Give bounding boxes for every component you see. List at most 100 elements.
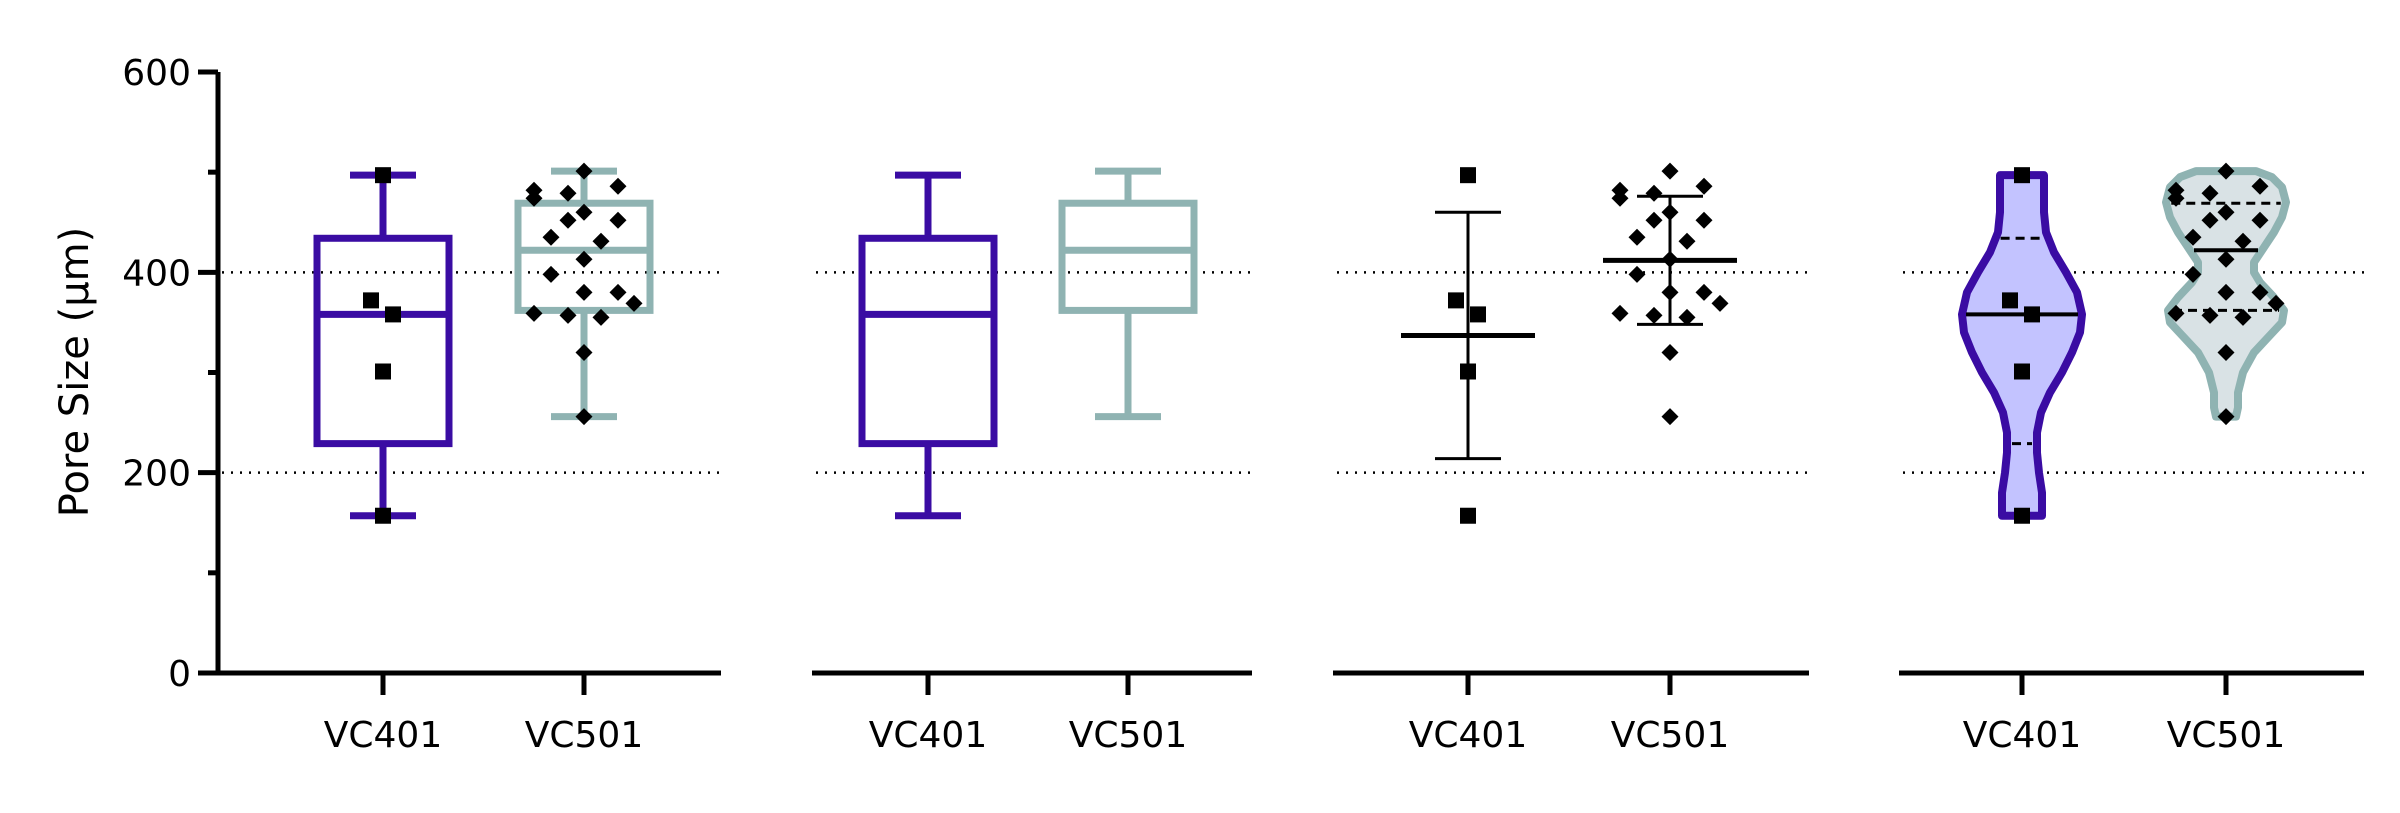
data-point-diamond: [2251, 211, 2269, 229]
data-point-diamond: [2167, 304, 2185, 322]
data-point-diamond: [1695, 211, 1713, 229]
data-point-diamond: [1628, 228, 1646, 246]
data-point-diamond: [2201, 184, 2219, 202]
box-vc501: [514, 167, 654, 421]
data-point-square: [1460, 507, 1476, 524]
data-point-diamond: [592, 232, 610, 250]
y-tick-label-200: 200: [122, 454, 191, 495]
x-tick-label-vc501: VC501: [1611, 715, 1729, 756]
iqr-box: [514, 199, 654, 314]
panel-3-axes: [1333, 670, 1809, 695]
data-point-diamond: [575, 343, 593, 361]
data-point-diamond: [2201, 306, 2219, 324]
data-point-square: [2014, 507, 2030, 524]
labels: Pore Size (µm) VC401 VC501 0 200 400 600 VC401…: [52, 53, 2285, 756]
data-point-diamond: [1661, 162, 1679, 180]
y-tick-label-0: 0: [168, 654, 191, 695]
panel-2-axes: [812, 670, 1252, 695]
data-point-diamond: [1678, 308, 1696, 326]
data-point-diamond: [1661, 408, 1679, 426]
data-point-square: [385, 306, 401, 323]
panel-3-gridlines: [1337, 271, 1809, 474]
iqr-box: [858, 234, 998, 448]
data-point-diamond: [2217, 203, 2235, 221]
data-point-diamond: [1628, 265, 1646, 283]
data-point-diamond: [609, 211, 627, 229]
x-tick-label-vc501: VC501: [2167, 715, 2285, 756]
data-point-diamond: [2217, 250, 2235, 268]
x-tick-label-vc401: VC401: [869, 715, 987, 756]
data-point-diamond: [575, 250, 593, 268]
data-point-diamond: [1645, 306, 1663, 324]
violin-body: [1958, 171, 2086, 520]
data-point-diamond: [1695, 177, 1713, 195]
data-point-diamond: [2184, 265, 2202, 283]
y-tick-label-600: 600: [122, 53, 191, 94]
data-point-diamond: [1645, 184, 1663, 202]
panel-2-marks: [858, 167, 1198, 520]
data-point-diamond: [1661, 343, 1679, 361]
mean-sd-vc501: [1603, 194, 1737, 326]
x-tick-label-vc401: VC401: [1409, 715, 1527, 756]
data-point-diamond: [559, 184, 577, 202]
iqr-box: [1058, 199, 1198, 314]
violin-vc401: [1958, 171, 2086, 520]
panel-3-marks: [1401, 162, 1737, 524]
data-point-diamond: [2184, 228, 2202, 246]
data-point-diamond: [2217, 343, 2235, 361]
data-point-diamond: [575, 203, 593, 221]
data-point-diamond: [542, 228, 560, 246]
data-point-diamond: [575, 283, 593, 301]
box-vc501: [1058, 167, 1198, 421]
x-tick-label-vc401: VC401: [1963, 715, 2081, 756]
panel-1-marks: [313, 162, 654, 524]
data-point-diamond: [2217, 408, 2235, 426]
data-point-diamond: [575, 408, 593, 426]
data-point-diamond: [1611, 189, 1629, 207]
panel-2-gridlines: [816, 271, 1252, 474]
gridlines: [222, 271, 2364, 474]
data-point-diamond: [1678, 232, 1696, 250]
axes: [198, 69, 2364, 695]
marks: [313, 162, 2290, 524]
data-point-diamond: [2267, 294, 2285, 312]
data-point-square: [375, 507, 391, 524]
y-axis-title: Pore Size (µm): [52, 227, 98, 518]
x-tick-label-vc501: VC501: [1069, 715, 1187, 756]
panel-1-gridlines: [222, 271, 721, 474]
data-point-diamond: [559, 211, 577, 229]
data-point-diamond: [2251, 177, 2269, 195]
data-point-square: [375, 167, 391, 184]
data-point-diamond: [1645, 211, 1663, 229]
mean-sd-vc401: [1401, 210, 1535, 461]
data-point-diamond: [2217, 162, 2235, 180]
data-point-square: [1470, 306, 1486, 323]
y-tick-label-400: 400: [122, 253, 191, 294]
data-point-square: [2002, 292, 2018, 309]
data-point-diamond: [575, 162, 593, 180]
panel-4-marks: [1958, 162, 2290, 524]
data-point-diamond: [609, 177, 627, 195]
data-point-square: [2014, 363, 2030, 380]
panel-4-axes: [1899, 670, 2364, 695]
data-point-diamond: [1711, 294, 1729, 312]
data-point-diamond: [542, 265, 560, 283]
data-point-square: [375, 363, 391, 380]
data-point-square: [1460, 167, 1476, 184]
data-point-square: [363, 292, 379, 309]
data-point-diamond: [2234, 308, 2252, 326]
data-point-diamond: [525, 304, 543, 322]
iqr-box: [313, 234, 453, 448]
panel-1-axes: [198, 69, 721, 695]
data-point-diamond: [2251, 283, 2269, 301]
box-vc401: [313, 171, 453, 520]
box-vc401: [858, 171, 998, 520]
data-point-diamond: [559, 306, 577, 324]
data-point-diamond: [592, 308, 610, 326]
data-point-diamond: [2167, 189, 2185, 207]
data-point-square: [1448, 292, 1464, 309]
data-point-diamond: [2201, 211, 2219, 229]
x-tick-label-vc401: VC401: [324, 715, 442, 756]
